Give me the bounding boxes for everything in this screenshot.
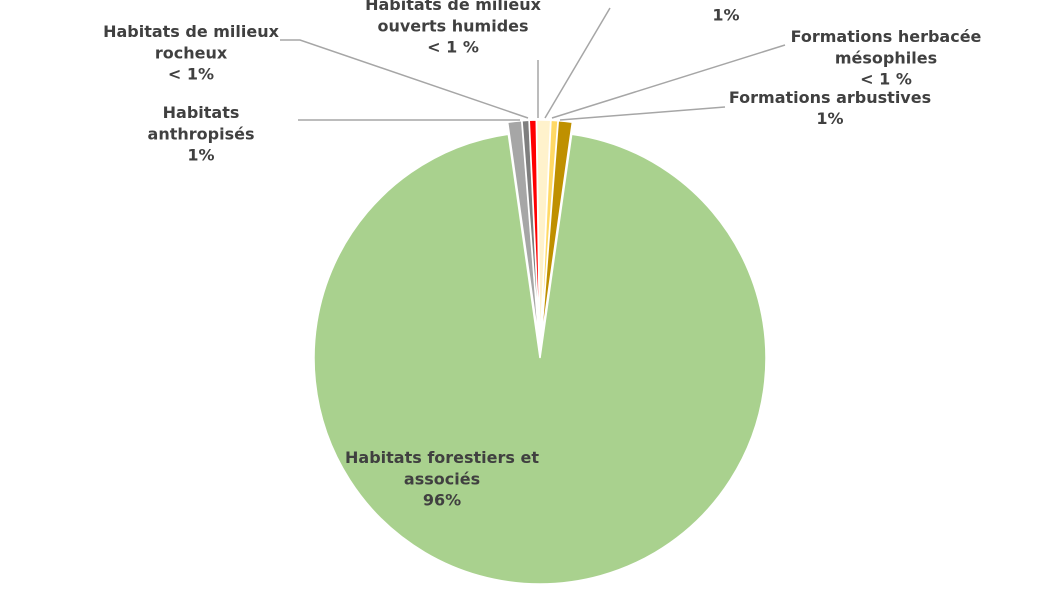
slice-label: Habitats forestiers et associés [345, 448, 539, 489]
label-line: Habitats [163, 103, 240, 122]
slice-label: Habitats anthropisés [148, 103, 255, 144]
leader-line [280, 39, 529, 119]
value-label: < 1 % [427, 38, 479, 57]
slice-label: Formations herbacée mésophiles [791, 27, 982, 68]
label-line: ouverts humides [377, 16, 528, 35]
label-line: Habitats de milieux [103, 22, 280, 41]
value-label: 1% [712, 6, 739, 25]
value-label: 1% [816, 109, 843, 128]
label-line: Habitats forestiers et [345, 448, 539, 467]
label-line: Formations arbustives [729, 88, 931, 107]
label-line: anthropisés [148, 124, 255, 143]
label-line: mésophiles [835, 48, 937, 67]
label-line: rocheux [155, 43, 228, 62]
label-line: Habitats de milieux [365, 0, 542, 14]
value-label: 96% [423, 491, 461, 510]
value-label: 1% [187, 146, 214, 165]
label-line: associés [404, 469, 480, 488]
leader-line [551, 44, 786, 119]
slice-label: Habitats de milieux ouverts humides [365, 0, 542, 35]
label-line: Formations herbacée [791, 27, 982, 46]
slice-label: Habitats de milieux rocheux [103, 22, 280, 63]
slice-label: Formations arbustives [729, 88, 931, 107]
value-label: < 1 % [860, 70, 912, 89]
value-label: < 1% [168, 65, 214, 84]
pie-slice [313, 133, 767, 585]
leader-line [544, 7, 611, 119]
pie-slice [539, 119, 574, 347]
leader-line [559, 106, 726, 121]
